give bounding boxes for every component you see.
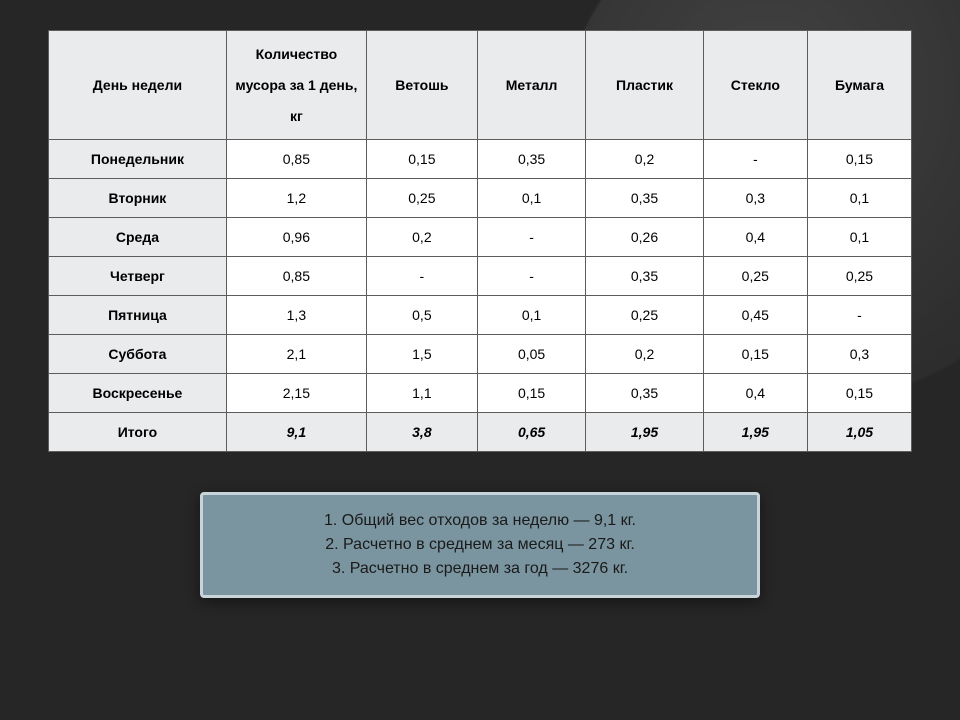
col-paper: Бумага xyxy=(807,31,911,140)
cell-value: 0,85 xyxy=(226,257,366,296)
cell-value: 0,35 xyxy=(477,140,585,179)
cell-value: 0,25 xyxy=(807,257,911,296)
cell-value: - xyxy=(807,296,911,335)
cell-value: 0,45 xyxy=(703,296,807,335)
table-row: Понедельник0,850,150,350,2-0,15 xyxy=(49,140,912,179)
cell-value: 0,85 xyxy=(226,140,366,179)
cell-day: Суббота xyxy=(49,335,227,374)
table-row-totals: Итого9,13,80,651,951,951,05 xyxy=(49,413,912,452)
cell-value: 0,15 xyxy=(703,335,807,374)
table-row: Воскресенье2,151,10,150,350,40,15 xyxy=(49,374,912,413)
cell-value: 0,15 xyxy=(807,374,911,413)
col-glass: Стекло xyxy=(703,31,807,140)
cell-value: 0,4 xyxy=(703,218,807,257)
cell-total-value: 9,1 xyxy=(226,413,366,452)
cell-value: 0,2 xyxy=(366,218,477,257)
cell-value: 2,1 xyxy=(226,335,366,374)
cell-value: 0,35 xyxy=(586,257,703,296)
cell-day: Пятница xyxy=(49,296,227,335)
cell-total-value: 3,8 xyxy=(366,413,477,452)
table-row: Пятница1,30,50,10,250,45- xyxy=(49,296,912,335)
waste-table: День недели Количество мусора за 1 день,… xyxy=(48,30,912,452)
cell-total-label: Итого xyxy=(49,413,227,452)
cell-total-value: 1,95 xyxy=(703,413,807,452)
cell-total-value: 0,65 xyxy=(477,413,585,452)
cell-day: Среда xyxy=(49,218,227,257)
summary-line-1: 1. Общий вес отходов за неделю — 9,1 кг. xyxy=(213,509,747,533)
table-body: Понедельник0,850,150,350,2-0,15Вторник1,… xyxy=(49,140,912,452)
col-day: День недели xyxy=(49,31,227,140)
cell-value: 0,5 xyxy=(366,296,477,335)
cell-value: - xyxy=(477,257,585,296)
cell-value: 0,1 xyxy=(807,179,911,218)
cell-value: 0,15 xyxy=(807,140,911,179)
cell-value: 1,2 xyxy=(226,179,366,218)
summary-line-2: 2. Расчетно в среднем за месяц — 273 кг. xyxy=(213,533,747,557)
col-plastic: Пластик xyxy=(586,31,703,140)
content-wrapper: День недели Количество мусора за 1 день,… xyxy=(0,0,960,598)
table-row: Вторник1,20,250,10,350,30,1 xyxy=(49,179,912,218)
cell-value: 0,35 xyxy=(586,374,703,413)
cell-total-value: 1,05 xyxy=(807,413,911,452)
table-row: Четверг0,85--0,350,250,25 xyxy=(49,257,912,296)
cell-value: 0,35 xyxy=(586,179,703,218)
cell-value: 1,1 xyxy=(366,374,477,413)
cell-value: 0,15 xyxy=(366,140,477,179)
cell-value: 0,4 xyxy=(703,374,807,413)
col-total-day: Количество мусора за 1 день, кг xyxy=(226,31,366,140)
cell-value: 1,3 xyxy=(226,296,366,335)
cell-total-value: 1,95 xyxy=(586,413,703,452)
cell-value: 0,3 xyxy=(807,335,911,374)
table-header-row: День недели Количество мусора за 1 день,… xyxy=(49,31,912,140)
cell-value: 0,3 xyxy=(703,179,807,218)
cell-value: 0,96 xyxy=(226,218,366,257)
col-rags: Ветошь xyxy=(366,31,477,140)
cell-value: - xyxy=(366,257,477,296)
col-metal: Металл xyxy=(477,31,585,140)
cell-value: 0,05 xyxy=(477,335,585,374)
cell-value: 0,25 xyxy=(703,257,807,296)
table-row: Суббота2,11,50,050,20,150,3 xyxy=(49,335,912,374)
cell-day: Воскресенье xyxy=(49,374,227,413)
cell-day: Вторник xyxy=(49,179,227,218)
cell-value: 0,15 xyxy=(477,374,585,413)
cell-value: 0,1 xyxy=(477,179,585,218)
cell-value: 0,25 xyxy=(586,296,703,335)
cell-value: - xyxy=(477,218,585,257)
cell-day: Понедельник xyxy=(49,140,227,179)
cell-value: 0,2 xyxy=(586,335,703,374)
cell-day: Четверг xyxy=(49,257,227,296)
cell-value: 0,1 xyxy=(477,296,585,335)
cell-value: 1,5 xyxy=(366,335,477,374)
cell-value: 0,2 xyxy=(586,140,703,179)
cell-value: 2,15 xyxy=(226,374,366,413)
cell-value: 0,25 xyxy=(366,179,477,218)
cell-value: 0,26 xyxy=(586,218,703,257)
summary-box: 1. Общий вес отходов за неделю — 9,1 кг.… xyxy=(200,492,760,598)
table-row: Среда0,960,2-0,260,40,1 xyxy=(49,218,912,257)
cell-value: 0,1 xyxy=(807,218,911,257)
cell-value: - xyxy=(703,140,807,179)
summary-line-3: 3. Расчетно в среднем за год — 3276 кг. xyxy=(213,557,747,581)
